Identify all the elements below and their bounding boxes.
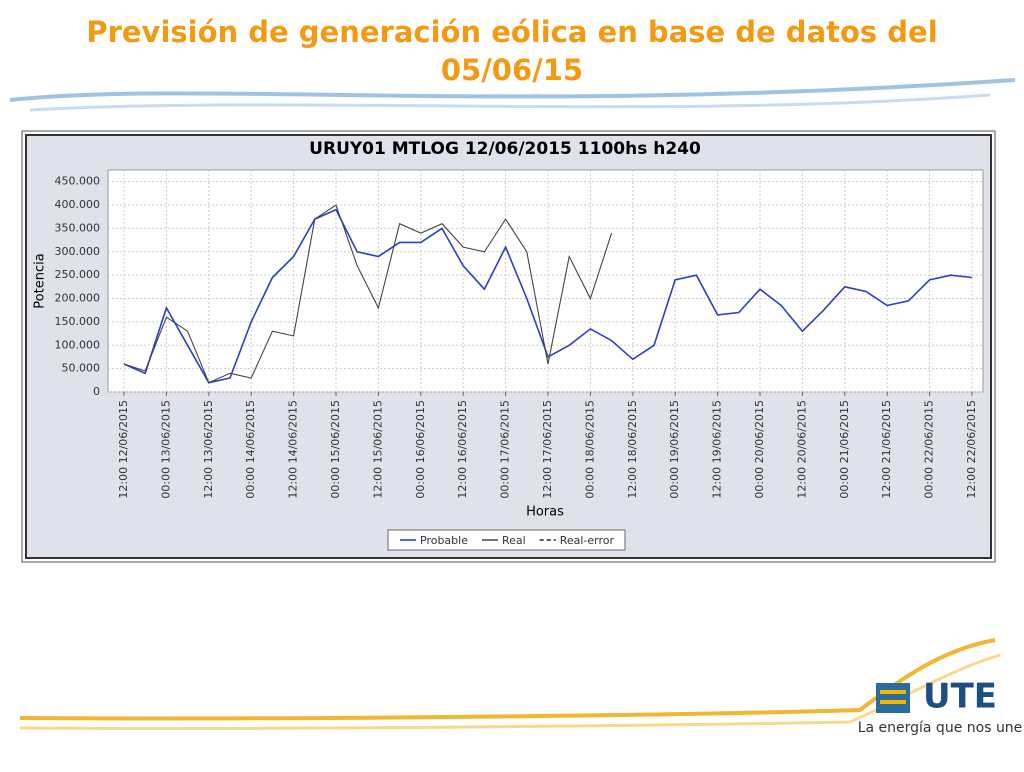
swoosh [19,653,1001,730]
plot-area [107,169,984,393]
logo-stripe [880,690,906,694]
x-tick-label: 12:00 13/06/2015 [202,400,215,499]
y-tick-label: 0 [93,385,100,398]
y-tick-label: 200.000 [55,292,101,305]
x-tick-label: 00:00 15/06/2015 [329,400,342,499]
series-line [123,208,973,384]
x-tick-label: 00:00 17/06/2015 [499,400,512,499]
x-axis-label: Horas [526,505,564,520]
y-axis-label: Potencia [33,253,48,308]
y-tick-label: 400.000 [55,198,101,211]
x-tick-label: 12:00 12/06/2015 [117,400,130,499]
slide-title: Previsión de generación eólica en base d… [86,15,937,87]
y-tick-label: 50.000 [62,362,101,375]
logo: UTE [923,677,997,717]
x-tick-label: 12:00 19/06/2015 [711,400,724,499]
x-tick-label: 12:00 14/06/2015 [287,400,300,499]
x-tick-label: 12:00 21/06/2015 [880,400,893,499]
logo-mark [876,683,910,713]
y-tick-label: 250.000 [55,268,101,281]
x-tick-label: 12:00 15/06/2015 [371,400,384,499]
x-tick-label: 00:00 13/06/2015 [159,400,172,499]
x-tick-label: 00:00 21/06/2015 [838,400,851,499]
x-tick-label: 00:00 14/06/2015 [244,400,257,499]
logo-stripe [880,700,906,704]
y-tick-label: 100.000 [55,338,101,351]
tagline: La energía que nos une [858,720,1023,736]
swoosh [19,638,996,721]
y-tick-label: 150.000 [55,315,101,328]
legend [387,529,626,551]
x-tick-label: 12:00 18/06/2015 [626,400,639,499]
swoosh [29,93,991,112]
x-tick-label: 12:00 22/06/2015 [965,400,978,499]
swoosh [9,78,1016,102]
y-tick-label: 350.000 [55,221,101,234]
x-tick-label: 00:00 16/06/2015 [414,400,427,499]
y-tick-label: 300.000 [55,245,101,258]
legend-label: Probable [420,534,468,547]
x-tick-label: 00:00 22/06/2015 [923,400,936,499]
y-tick-label: 450.000 [55,175,101,188]
x-tick-label: 12:00 16/06/2015 [456,400,469,499]
chart-title: URUY01 MTLOG 12/06/2015 1100hs h240 [309,139,701,159]
x-tick-label: 00:00 18/06/2015 [583,400,596,499]
x-tick-label: 00:00 20/06/2015 [753,400,766,499]
x-tick-label: 12:00 17/06/2015 [541,400,554,499]
series-line [123,204,613,384]
x-tick-label: 00:00 19/06/2015 [668,400,681,499]
x-tick-label: 12:00 20/06/2015 [795,400,808,499]
legend-label: Real-error [560,534,615,547]
legend-label: Real [502,534,526,547]
